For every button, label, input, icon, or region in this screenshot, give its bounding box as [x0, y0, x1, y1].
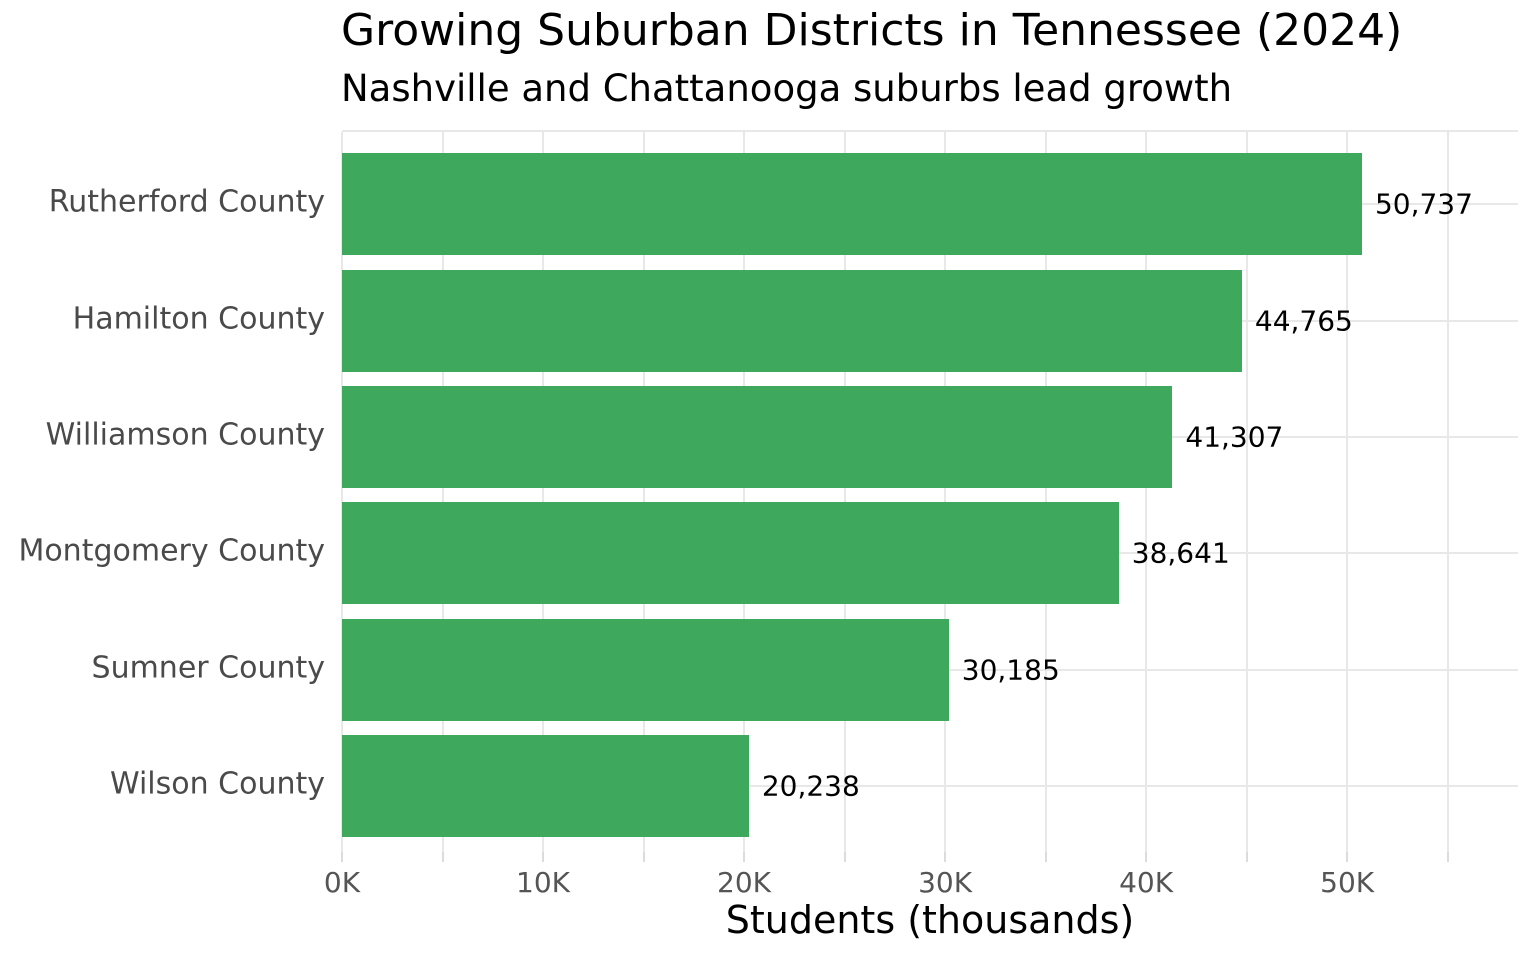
bar-value-label-rutherford-county: 50,737: [1374, 187, 1473, 221]
gridline-vertical-50k: [1346, 132, 1349, 852]
category-label-wilson-county: Wilson County: [109, 766, 325, 802]
x-axis-tick-marks: [341, 852, 1518, 862]
bar-montgomery-county: [342, 502, 1119, 605]
x-tick-mark-35k: [1044, 852, 1047, 862]
x-tick-label-50k: 50K: [1320, 866, 1375, 899]
category-label-hamilton-county: Hamilton County: [72, 301, 325, 336]
category-label-sumner-county: Sumner County: [91, 650, 325, 685]
gridline-vertical-45k: [1245, 132, 1248, 852]
bar-sumner-county: [342, 618, 949, 721]
x-tick-mark-20k: [743, 852, 746, 862]
bar-value-label-sumner-county: 30,185: [961, 653, 1060, 686]
gridline-vertical-20k: [743, 132, 746, 852]
x-tick-mark-45k: [1245, 852, 1248, 862]
bar-wilson-county: [342, 734, 749, 837]
gridline-vertical-25k: [843, 132, 846, 852]
gridline-vertical-0k: [341, 132, 343, 852]
category-label-montgomery-county: Montgomery County: [18, 533, 325, 569]
x-tick-mark-55k: [1446, 852, 1449, 862]
x-tick-label-30k: 30K: [918, 866, 973, 899]
x-tick-mark-10k: [542, 852, 545, 862]
category-label-williamson-county: Williamson County: [45, 417, 325, 453]
chart-title: Growing Suburban Districts in Tennessee …: [341, 5, 1403, 56]
bar-rutherford-county: [342, 153, 1362, 256]
x-tick-label-10k: 10K: [516, 866, 571, 899]
bar-value-label-montgomery-county: 38,641: [1131, 536, 1230, 570]
gridline-vertical-15k: [642, 132, 645, 852]
x-tick-mark-0k: [341, 852, 343, 862]
bars-container: 50,737 44,765 41,307 38,641 30,185 20,238: [342, 146, 1518, 844]
gridline-vertical-5k: [441, 132, 444, 852]
x-tick-label-40k: 40K: [1119, 866, 1174, 899]
gridline-horizontal-wilson-county: [342, 784, 1518, 787]
gridline-vertical-35k: [1044, 132, 1047, 852]
gridline-vertical-30k: [944, 132, 947, 852]
x-tick-mark-25k: [843, 852, 846, 862]
x-tick-mark-50k: [1346, 852, 1349, 862]
bar-value-label-wilson-county: 20,238: [761, 769, 860, 803]
x-tick-mark-30k: [944, 852, 947, 862]
gridline-vertical-55k: [1446, 132, 1449, 852]
x-axis-label: Students (thousands): [725, 898, 1135, 942]
y-axis-labels: Rutherford County Hamilton County Williams…: [0, 130, 325, 852]
x-tick-mark-40k: [1145, 852, 1148, 862]
x-tick-mark-15k: [642, 852, 645, 862]
x-tick-mark-5k: [441, 852, 444, 862]
bar-hamilton-county: [342, 269, 1242, 372]
plot-area: 50,737 44,765 41,307 38,641 30,185 20,238: [341, 130, 1518, 852]
bar-value-label-hamilton-county: 44,765: [1254, 304, 1353, 337]
bar-value-label-williamson-county: 41,307: [1185, 420, 1284, 454]
gridline-vertical-10k: [542, 132, 545, 852]
gridline-vertical-40k: [1145, 132, 1148, 852]
bar-williamson-county: [342, 385, 1173, 488]
x-tick-label-0k: 0K: [323, 866, 361, 899]
x-tick-label-20k: 20K: [717, 866, 772, 899]
x-axis-tick-labels: 0K 10K 20K 30K 40K 50K: [324, 866, 1518, 902]
chart-subtitle: Nashville and Chattanooga suburbs lead g…: [341, 67, 1233, 110]
category-label-rutherford-county: Rutherford County: [48, 184, 325, 220]
